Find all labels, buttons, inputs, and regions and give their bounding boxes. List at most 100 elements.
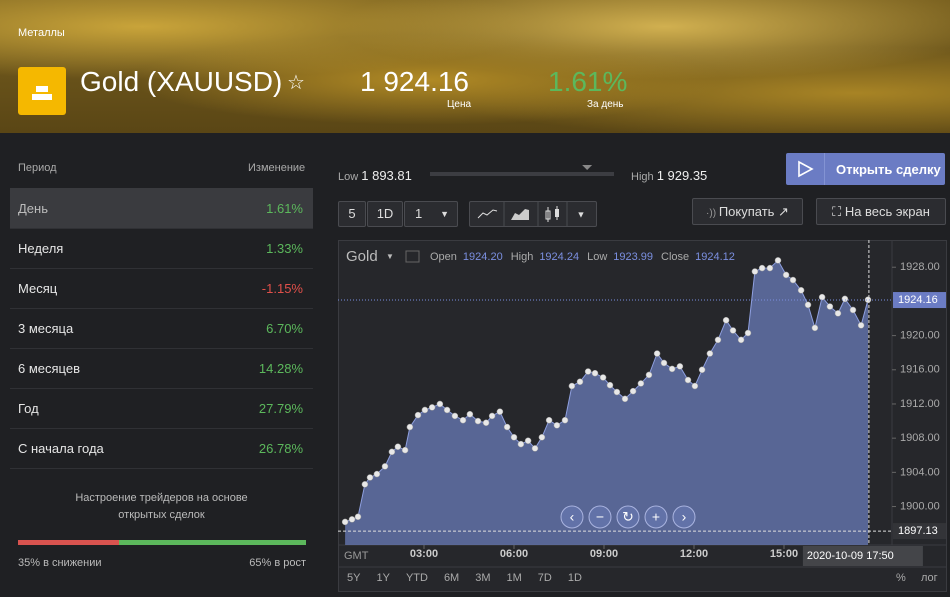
ohlc-value: 1924.20 — [463, 251, 503, 263]
price-point — [789, 276, 797, 284]
price-caption: Цена — [447, 99, 472, 110]
period-row[interactable]: Неделя 1.33% — [10, 228, 313, 269]
price-point — [545, 416, 553, 424]
fullscreen-label: На весь экран — [844, 204, 930, 219]
period-row[interactable]: 3 месяца 6.70% — [10, 308, 313, 349]
nav-button[interactable] — [616, 505, 640, 529]
price-point — [606, 381, 614, 389]
nav-button[interactable] — [560, 505, 584, 529]
price-point — [653, 350, 661, 357]
price-point — [637, 380, 645, 387]
scale-option[interactable]: % — [896, 572, 906, 584]
price-point — [401, 446, 409, 454]
chart-type-group[interactable]: ▼ — [469, 201, 597, 227]
period-row[interactable]: День 1.61% — [10, 188, 313, 229]
high-value: 1 929.35 — [656, 168, 708, 183]
price-point — [782, 271, 790, 279]
price-point — [443, 406, 451, 414]
price-point — [388, 448, 396, 456]
period-head: Период — [18, 162, 57, 174]
low-caption: Low — [338, 171, 359, 183]
chart-count[interactable]: 1 ▼ — [404, 201, 458, 227]
interval-count[interactable]: 5 — [338, 201, 366, 227]
range-option[interactable]: 1D — [568, 572, 582, 584]
y-tick-label: 1920.00 — [900, 330, 940, 342]
price-point — [482, 419, 490, 427]
price-point — [629, 387, 637, 395]
price-point — [584, 368, 592, 375]
price-point — [503, 423, 511, 431]
period-change: 27.79% — [258, 401, 303, 416]
period-row[interactable]: С начала года 26.78% — [10, 428, 313, 469]
range-option[interactable]: 6M — [444, 572, 459, 584]
price-point — [660, 359, 668, 367]
period-row[interactable]: Год 27.79% — [10, 388, 313, 429]
price-point — [524, 437, 532, 444]
price-point — [381, 463, 389, 470]
x-tick-label: 03:00 — [410, 548, 438, 560]
cursor-box — [802, 546, 923, 566]
period-row[interactable]: Месяц -1.15% — [10, 268, 313, 309]
y-tick-label: 1912.00 — [900, 398, 940, 410]
price-point — [414, 411, 422, 419]
price-point — [774, 257, 782, 264]
range-option[interactable]: YTD — [406, 572, 428, 584]
title: Gold (XAUUSD) — [80, 66, 283, 97]
decoration — [477, 209, 498, 219]
range-option[interactable]: 7D — [538, 572, 552, 584]
price-point — [834, 310, 842, 317]
price-point — [474, 417, 482, 425]
price-point — [366, 474, 374, 481]
period-name: С начала года — [18, 441, 104, 456]
interval[interactable]: 1D — [367, 201, 403, 227]
ohlc-key: Low — [587, 251, 607, 263]
x-tick-label: 12:00 — [680, 548, 708, 560]
range-option[interactable]: 5Y — [347, 572, 361, 584]
period-change: 14.28% — [258, 361, 303, 376]
nav-glyph: › — [682, 509, 687, 525]
trade-button[interactable]: Открыть сделку — [786, 153, 945, 185]
price-point — [568, 382, 576, 390]
ohlc-value: 1924.24 — [539, 251, 579, 263]
price-point — [729, 327, 737, 334]
y-tick-label: 1928.00 — [900, 261, 940, 273]
x-tick-label: 06:00 — [500, 548, 528, 560]
price-point — [857, 322, 865, 329]
nav-button[interactable] — [672, 505, 696, 529]
sentiment-line: Настроение трейдеров на основе — [75, 492, 248, 504]
price-point — [804, 301, 812, 309]
period-change: 1.61% — [266, 201, 303, 216]
price-point — [496, 408, 504, 415]
price-point — [826, 303, 834, 310]
nav-button[interactable] — [644, 505, 668, 529]
sentiment-up: 65% в рост — [249, 557, 306, 569]
price-point — [797, 287, 805, 294]
price-point — [361, 481, 369, 488]
price-point — [354, 513, 362, 521]
cursor-label: 2020-10-09 17:50 — [807, 550, 894, 562]
y-tick-label: 1916.00 — [900, 364, 940, 376]
symbol[interactable]: Gold — [346, 248, 378, 265]
nav-button[interactable] — [588, 505, 612, 529]
price-point — [613, 388, 621, 396]
range-option[interactable]: 1M — [507, 572, 522, 584]
range-option[interactable]: 1Y — [376, 572, 390, 584]
price-point — [621, 395, 629, 403]
range-option[interactable]: 3M — [475, 572, 490, 584]
price-point — [841, 295, 849, 303]
nav-glyph: ‹ — [570, 509, 575, 525]
change-caption: За день — [587, 99, 624, 110]
period-row[interactable]: 6 месяцев 14.28% — [10, 348, 313, 389]
current-label: 1924.16 — [898, 294, 938, 306]
scale-option[interactable]: лог — [921, 572, 938, 584]
decoration — [798, 160, 814, 178]
price-point — [421, 406, 429, 414]
range-slider — [430, 165, 614, 176]
buy-button[interactable]: ·)) Покупать ↗ — [692, 198, 803, 225]
price-point — [849, 306, 857, 314]
decoration — [36, 86, 48, 92]
favorite-star[interactable]: ☆ — [287, 72, 305, 94]
fullscreen-button[interactable]: ⛶ На весь экран — [816, 198, 946, 225]
price-area — [345, 260, 869, 545]
period-name: Месяц — [18, 281, 58, 296]
